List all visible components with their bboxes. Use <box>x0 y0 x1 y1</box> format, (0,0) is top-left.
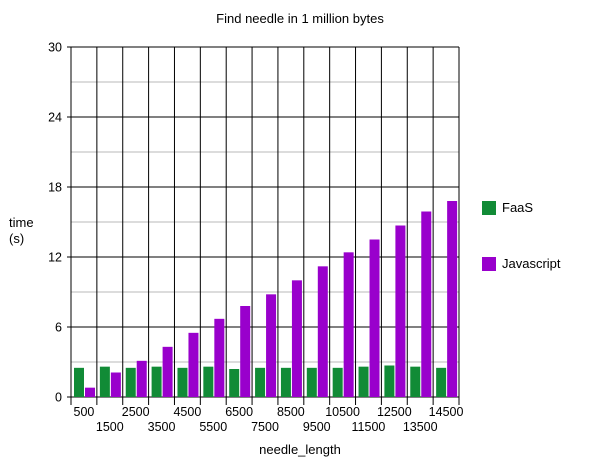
bar-faas-5500 <box>203 366 214 397</box>
y-tick-label: 18 <box>48 181 62 195</box>
x-tick-label: 5500 <box>199 420 227 434</box>
bar-faas-8500 <box>280 367 291 397</box>
bar-faas-10500 <box>332 367 343 397</box>
x-tick-label: 500 <box>74 405 95 419</box>
x-axis-label: needle_length <box>259 442 341 457</box>
bar-faas-12500 <box>384 365 395 397</box>
x-tick-label: 1500 <box>96 420 124 434</box>
x-tick-label: 10500 <box>325 405 360 419</box>
bar-javascript-10500 <box>343 252 354 397</box>
bar-javascript-9500 <box>317 266 328 397</box>
bar-faas-3500 <box>151 366 162 397</box>
bar-javascript-2500 <box>136 360 147 397</box>
bar-faas-13500 <box>410 366 421 397</box>
x-tick-label: 8500 <box>277 405 305 419</box>
bar-javascript-12500 <box>395 225 406 397</box>
x-tick-label: 9500 <box>303 420 331 434</box>
y-tick-label: 6 <box>55 321 62 335</box>
y-axis-label-line-1: time <box>9 215 34 230</box>
legend-swatch-javascript <box>482 257 496 271</box>
bar-javascript-7500 <box>266 294 277 397</box>
y-axis-label: time (s) <box>9 215 49 247</box>
bar-javascript-1500 <box>110 372 121 397</box>
y-tick-label: 24 <box>48 111 62 125</box>
bar-javascript-11500 <box>369 239 380 397</box>
x-tick-label: 2500 <box>122 405 150 419</box>
x-tick-label: 14500 <box>429 405 464 419</box>
bar-faas-14500 <box>436 367 447 397</box>
y-tick-label: 0 <box>55 391 62 405</box>
bar-javascript-14500 <box>447 201 458 397</box>
bar-faas-9500 <box>306 367 317 397</box>
x-tick-label: 11500 <box>352 420 386 434</box>
bar-javascript-8500 <box>291 280 302 397</box>
bar-javascript-3500 <box>162 346 173 397</box>
bar-faas-7500 <box>255 367 266 397</box>
x-tick-label: 3500 <box>148 420 176 434</box>
bar-faas-2500 <box>125 367 136 397</box>
bar-faas-4500 <box>177 367 188 397</box>
bar-faas-1500 <box>99 366 110 397</box>
chart-title: Find needle in 1 million bytes <box>216 11 384 26</box>
legend-label-faas: FaaS <box>502 200 534 215</box>
bar-faas-500 <box>74 367 84 397</box>
bar-faas-6500 <box>229 369 240 397</box>
x-tick-label: 4500 <box>173 405 201 419</box>
bar-javascript-6500 <box>240 306 251 397</box>
bar-javascript-4500 <box>188 332 199 397</box>
bar-faas-11500 <box>358 366 369 397</box>
x-tick-label: 12500 <box>377 405 412 419</box>
bar-javascript-13500 <box>421 211 432 397</box>
y-tick-label: 12 <box>48 251 62 265</box>
legend-swatch-faas <box>482 201 496 215</box>
y-axis-label-line-2: (s) <box>9 231 25 246</box>
x-tick-label: 7500 <box>251 420 279 434</box>
y-tick-label: 30 <box>48 41 62 55</box>
x-tick-label: 6500 <box>225 405 253 419</box>
bar-javascript-5500 <box>214 318 225 397</box>
legend-label-javascript: Javascript <box>502 256 561 271</box>
bar-javascript-500 <box>85 387 95 397</box>
x-tick-label: 13500 <box>403 420 438 434</box>
